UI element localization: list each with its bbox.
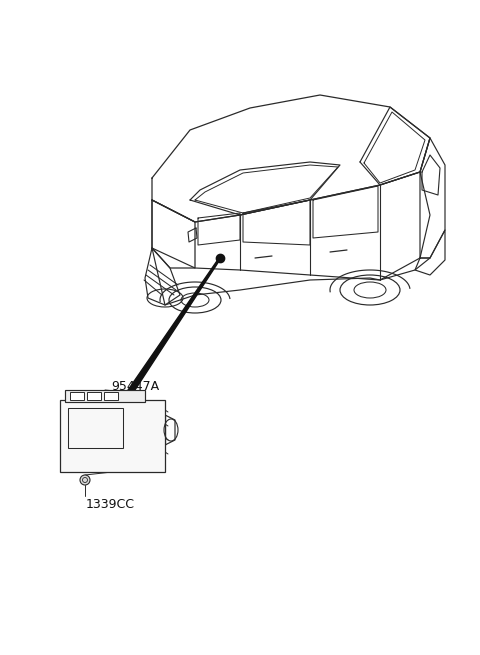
Bar [60,400,165,472]
Bar [65,390,145,402]
Bar [68,408,123,448]
Text: 95447A: 95447A [111,380,159,393]
Text: 1339CC: 1339CC [85,498,134,511]
Bar [87,392,101,400]
Polygon shape [126,258,221,393]
Circle shape [80,475,90,485]
Bar [104,392,118,400]
Bar [70,392,84,400]
